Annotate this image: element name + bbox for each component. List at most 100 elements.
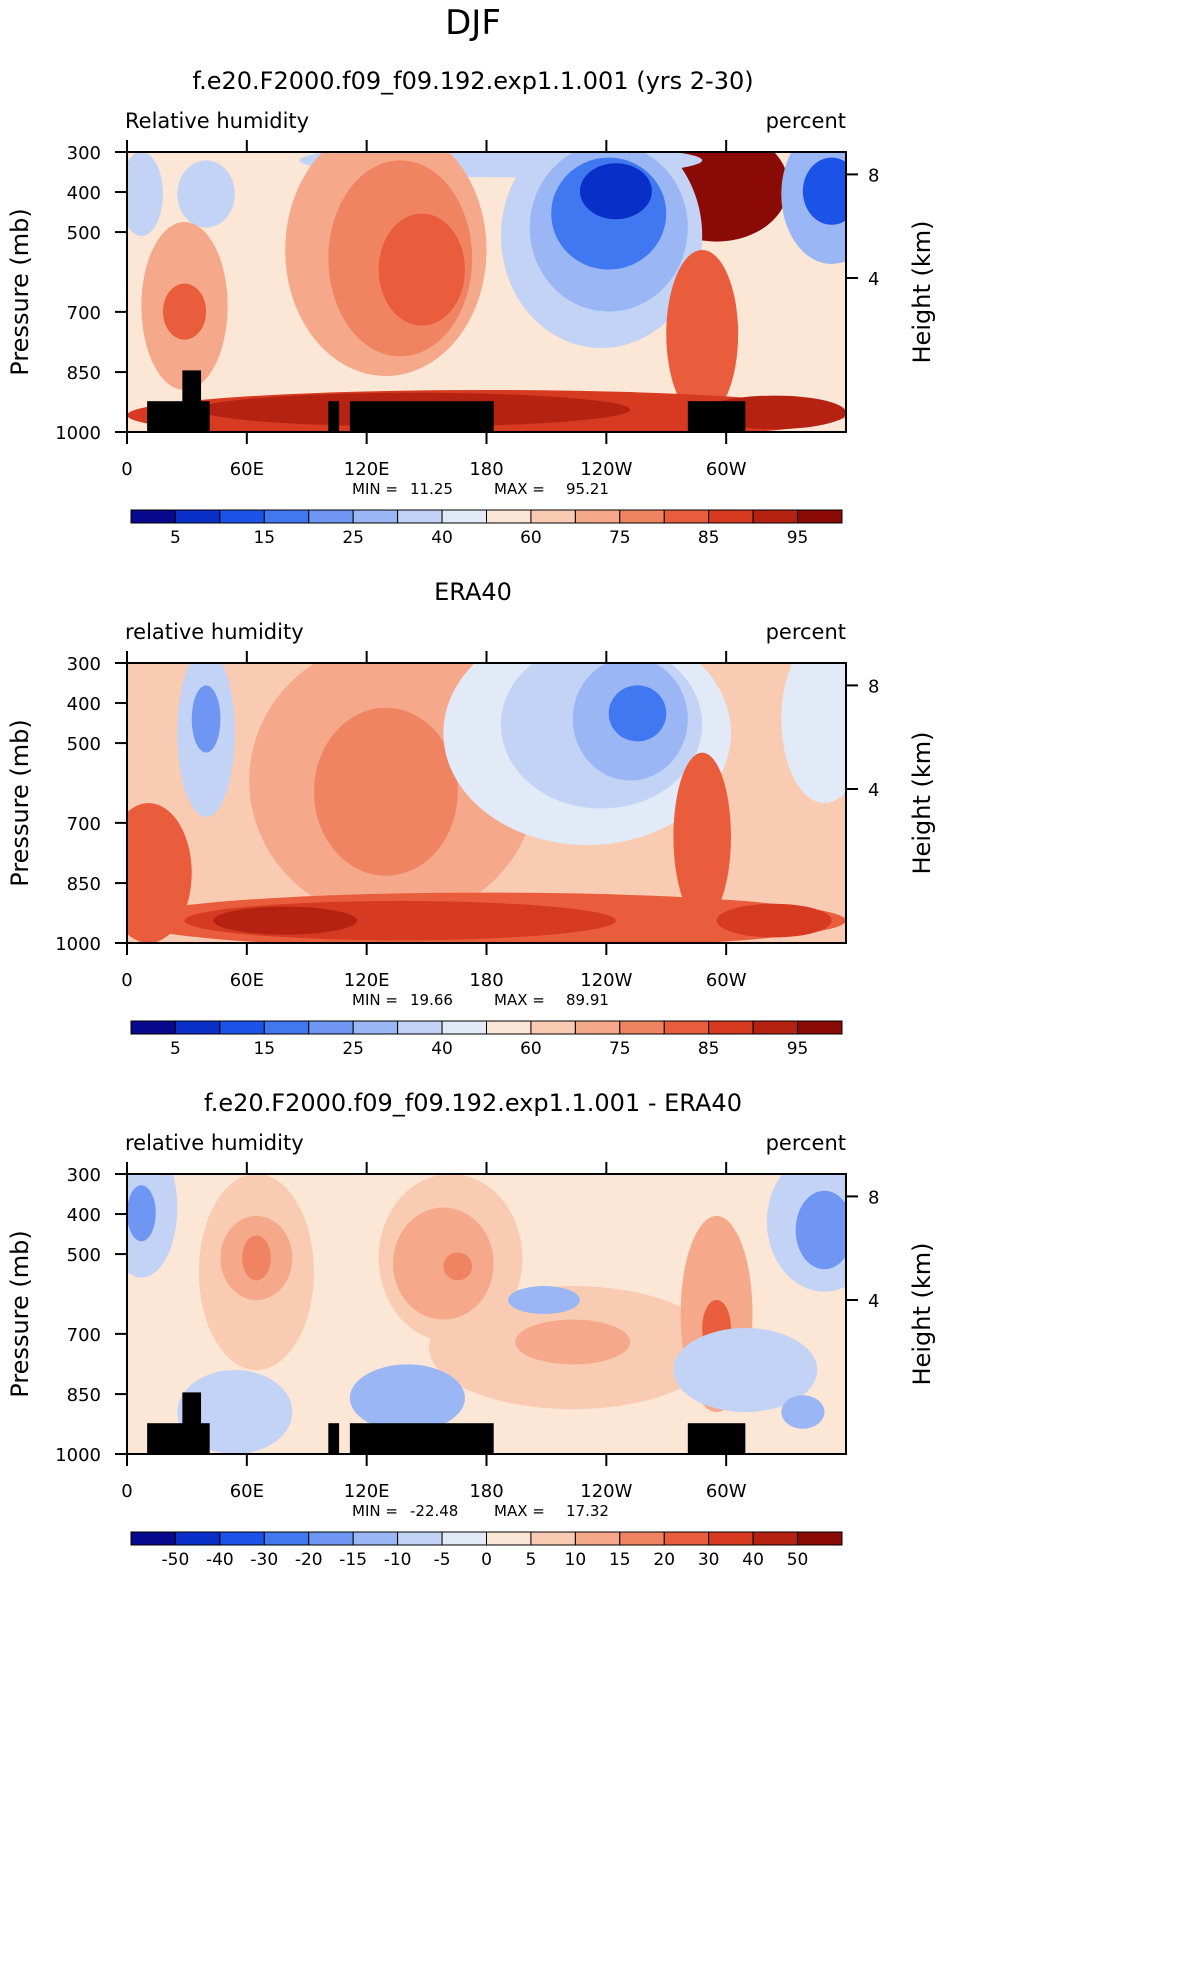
colorbar-swatch — [352, 509, 399, 524]
colorbar-swatch — [219, 1531, 265, 1546]
colorbar-label: 40 — [742, 1550, 764, 1568]
colorbar-swatch — [397, 1531, 443, 1546]
colorbar: 5 15 25 40 60 75 85 95 — [130, 509, 843, 548]
colorbar-swatch — [797, 509, 843, 524]
min-label: MIN = — [352, 480, 398, 498]
y2-axis-title: Height (km) — [908, 1243, 936, 1386]
x-tick-label: 0 — [121, 459, 132, 480]
y2-tick-label: 8 — [868, 676, 879, 697]
y-tick-label: 300 — [67, 654, 101, 675]
colorbar-label: 30 — [698, 1550, 720, 1568]
colorbar-swatch — [530, 1531, 576, 1546]
colorbar-label: 5 — [526, 1550, 537, 1568]
colorbar-swatch — [752, 509, 799, 524]
colorbar-swatch — [352, 1020, 399, 1035]
contour-region — [191, 685, 221, 753]
contour-region — [508, 1286, 580, 1314]
colorbar-swatch — [308, 1020, 354, 1035]
min-value: 11.25 — [410, 480, 453, 498]
colorbar-label: 50 — [787, 1550, 809, 1568]
colorbar-swatch — [263, 1020, 310, 1035]
y2-tick-label: 4 — [868, 780, 879, 801]
contour-field — [127, 152, 846, 432]
colorbar-label: 15 — [253, 528, 275, 548]
colorbar-swatch — [308, 509, 354, 524]
colorbar-swatch — [174, 1531, 221, 1546]
colorbar-swatch — [619, 509, 665, 524]
min-value: -22.48 — [410, 1502, 458, 1520]
topography-mask — [328, 401, 340, 432]
contour-region — [213, 906, 358, 935]
panel-title: ERA40 — [434, 578, 512, 606]
contour-region — [579, 163, 652, 220]
colorbar-label: 25 — [342, 528, 364, 548]
colorbar-swatch — [130, 509, 176, 524]
units-label: percent — [766, 1131, 846, 1155]
units-label: percent — [766, 109, 846, 133]
variable-label: Relative humidity — [125, 109, 309, 133]
contour-region — [127, 1185, 156, 1242]
x-tick-label: 180 — [469, 459, 503, 480]
x-tick-label: 180 — [469, 970, 503, 991]
contour-region — [515, 1319, 631, 1365]
variable-label: relative humidity — [125, 620, 304, 644]
max-value: 95.21 — [566, 480, 609, 498]
colorbar: -50 -40 -30 -20 -15 -10 -5 0 5 10 15 20 30 40 50 — [130, 1531, 843, 1568]
colorbar-label: -5 — [434, 1550, 451, 1568]
colorbar-swatch — [574, 1020, 621, 1035]
topography-mask — [687, 401, 746, 432]
colorbar-label: 5 — [170, 528, 181, 548]
y-axis-title: Pressure (mb) — [6, 208, 34, 375]
contour-region — [349, 1364, 465, 1432]
colorbar-label: 95 — [787, 528, 809, 548]
contour-region — [673, 752, 731, 921]
contour-region — [378, 213, 465, 326]
y2-axis-title: Height (km) — [908, 221, 936, 364]
min-value: 19.66 — [410, 991, 453, 1009]
y-tick-label: 1000 — [55, 934, 101, 955]
colorbar-swatch — [486, 1531, 532, 1546]
colorbar-label: 40 — [431, 528, 453, 548]
colorbar-label: 60 — [520, 528, 542, 548]
colorbar-swatch — [486, 1020, 532, 1035]
x-tick-label: 120W — [580, 970, 632, 991]
contour-region — [608, 685, 667, 742]
colorbar-swatch — [708, 509, 754, 524]
colorbar-label: 0 — [481, 1550, 492, 1568]
topography-mask — [687, 1423, 746, 1454]
contour-region — [673, 1328, 818, 1412]
colorbar-swatch — [530, 1020, 576, 1035]
x-tick-label: 120W — [580, 459, 632, 480]
colorbar-swatch — [130, 1020, 176, 1035]
colorbar-swatch — [397, 509, 443, 524]
topography-mask — [182, 1392, 202, 1454]
y-tick-label: 700 — [67, 814, 101, 835]
colorbar-label: -40 — [206, 1550, 234, 1568]
colorbar-swatch — [130, 1531, 176, 1546]
colorbar-label: 95 — [787, 1039, 809, 1059]
contour-region — [393, 1207, 494, 1320]
topography-mask — [328, 1423, 340, 1454]
colorbar-swatch — [574, 509, 621, 524]
colorbar-swatch — [619, 1531, 665, 1546]
y2-tick-label: 4 — [868, 269, 879, 290]
variable-label: relative humidity — [125, 1131, 304, 1155]
x-tick-label: 120E — [344, 970, 390, 991]
colorbar-label: -50 — [162, 1550, 190, 1568]
y-tick-label: 700 — [67, 1325, 101, 1346]
colorbar-swatch — [708, 1531, 754, 1546]
contour-region — [313, 707, 458, 876]
x-tick-label: 60W — [706, 970, 747, 991]
y-tick-label: 700 — [67, 303, 101, 324]
y2-axis-title: Height (km) — [908, 732, 936, 875]
colorbar-swatch — [441, 1020, 487, 1035]
y-tick-label: 400 — [67, 694, 101, 715]
min-label: MIN = — [352, 1502, 398, 1520]
y-axis-title: Pressure (mb) — [6, 719, 34, 886]
min-label: MIN = — [352, 991, 398, 1009]
x-tick-label: 0 — [121, 1481, 132, 1502]
x-tick-label: 120W — [580, 1481, 632, 1502]
colorbar-swatch — [530, 509, 576, 524]
contour-region — [162, 283, 207, 340]
y-tick-label: 400 — [67, 183, 101, 204]
